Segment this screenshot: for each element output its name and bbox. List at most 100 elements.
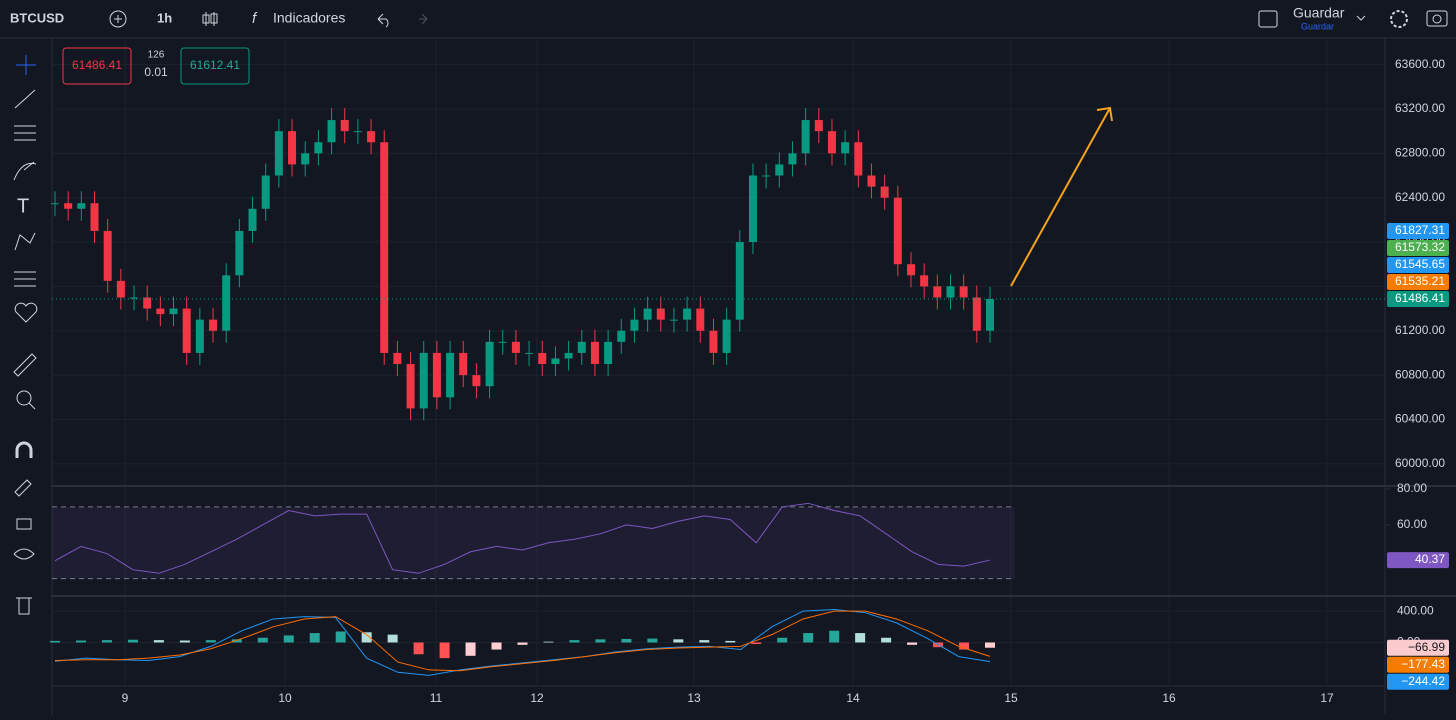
candle	[696, 308, 705, 331]
macd-bar	[127, 639, 138, 643]
candle	[209, 319, 218, 331]
candle-icon	[202, 14, 210, 24]
macd-bar	[413, 642, 424, 655]
time-label: 12	[530, 691, 544, 705]
candle	[683, 308, 692, 320]
macd-bar	[335, 631, 346, 643]
pattern-tool[interactable]	[14, 232, 36, 251]
macd-line	[54, 609, 991, 676]
candle	[986, 298, 994, 331]
macd-bar	[647, 638, 658, 643]
add-icon	[114, 15, 122, 23]
undo[interactable]	[377, 13, 389, 28]
candle	[788, 153, 797, 165]
rsi-band	[52, 506, 1015, 579]
macd-tick-label: 400.00	[1397, 603, 1434, 617]
lock-tool[interactable]	[16, 518, 32, 530]
price-tick-label: 63200.00	[1395, 101, 1445, 115]
time-label: 13	[687, 691, 701, 705]
fib-tool[interactable]	[14, 125, 36, 141]
candle	[854, 142, 863, 176]
candle	[775, 164, 784, 176]
fx-icon: f	[252, 10, 258, 27]
time-label: 17	[1320, 691, 1334, 705]
macd-bar	[205, 640, 216, 643]
zoom-handle	[28, 402, 36, 410]
candle	[169, 308, 178, 315]
delete-tool[interactable]	[16, 597, 32, 615]
candle	[735, 242, 744, 320]
indicators[interactable]: Indicadores	[273, 10, 345, 26]
trendline-tool[interactable]	[14, 89, 36, 109]
macd-tag-label: −177.43	[1401, 657, 1445, 671]
lock-drawing[interactable]	[14, 479, 32, 497]
candle	[906, 264, 915, 276]
price-tick-label: 60000.00	[1395, 456, 1445, 470]
candle	[920, 275, 929, 287]
candle	[498, 341, 507, 343]
macd-bar	[50, 640, 60, 643]
zoom-tool[interactable]	[16, 390, 32, 406]
candle	[130, 297, 139, 299]
candle	[380, 142, 389, 353]
candle	[301, 153, 310, 165]
prediction-tool[interactable]	[14, 271, 36, 287]
screenshot[interactable]	[1426, 10, 1448, 27]
price-tag	[1387, 239, 1449, 256]
candle	[156, 308, 165, 315]
buy-button[interactable]	[180, 47, 250, 85]
candle	[669, 319, 678, 321]
price-tick-label: 63600.00	[1395, 57, 1445, 71]
price-tick-label: 60800.00	[1395, 367, 1445, 381]
candle	[525, 352, 534, 354]
sell-button[interactable]	[62, 47, 132, 85]
candle	[340, 120, 349, 132]
macd-bar	[777, 637, 788, 643]
rsi-tick-label: 60.00	[1397, 517, 1427, 531]
candle	[827, 131, 836, 154]
settings[interactable]	[1390, 10, 1408, 28]
macd-bar	[179, 640, 190, 643]
macd-bar	[725, 640, 736, 643]
redo[interactable]	[419, 13, 428, 25]
macd-bar	[283, 635, 294, 643]
candle	[195, 319, 204, 353]
candle	[933, 286, 942, 298]
macd-bar	[673, 639, 684, 643]
candle	[327, 120, 336, 143]
add-symbol[interactable]	[109, 10, 127, 28]
ruler-tool[interactable]	[13, 353, 37, 377]
candle	[64, 203, 73, 209]
visibility-tool[interactable]	[13, 548, 35, 560]
macd-bar	[387, 634, 398, 643]
arrow-drawing[interactable]	[1010, 106, 1113, 287]
candle	[222, 275, 231, 331]
rsi-tick-label: 80.00	[1397, 481, 1427, 495]
time-label: 15	[1004, 691, 1018, 705]
save[interactable]: Guardar	[1293, 5, 1345, 21]
text-tool[interactable]: T	[17, 195, 29, 217]
symbol[interactable]: BTCUSD	[10, 10, 64, 25]
macd-bar	[959, 642, 970, 650]
layout-button[interactable]	[1258, 10, 1278, 28]
brush-tool[interactable]	[13, 161, 37, 181]
candle	[748, 175, 757, 243]
candle	[709, 330, 718, 353]
candle	[103, 230, 112, 281]
time-label: 9	[122, 691, 129, 705]
candle	[235, 230, 244, 276]
candle	[116, 280, 125, 298]
candle	[959, 286, 968, 298]
icon-tool[interactable]	[14, 302, 38, 323]
candle	[538, 352, 547, 365]
candle	[353, 131, 362, 133]
candle	[393, 352, 402, 365]
crosshair-tool[interactable]	[16, 55, 36, 75]
interval[interactable]: 1h	[157, 10, 172, 25]
magnet-tool[interactable]	[15, 441, 33, 458]
price-tick-label: 62800.00	[1395, 145, 1445, 159]
candle	[288, 131, 297, 165]
save-menu[interactable]	[1356, 15, 1366, 21]
